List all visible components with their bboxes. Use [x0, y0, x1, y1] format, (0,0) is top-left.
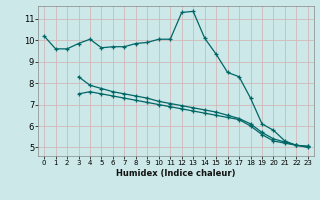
X-axis label: Humidex (Indice chaleur): Humidex (Indice chaleur): [116, 169, 236, 178]
